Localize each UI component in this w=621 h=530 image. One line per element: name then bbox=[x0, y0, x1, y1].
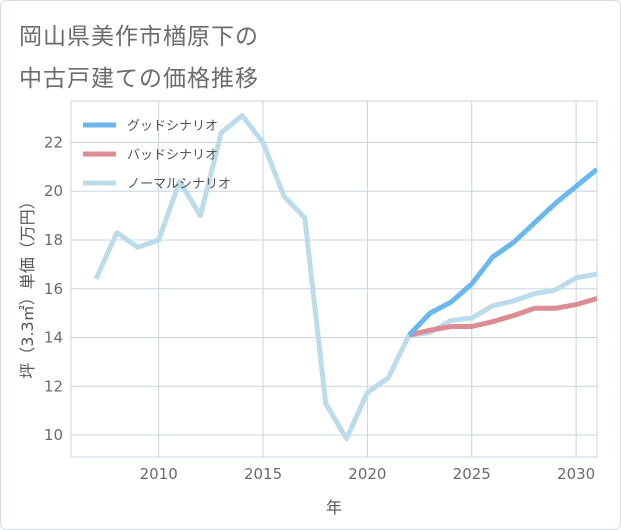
y-tick-label: 22 bbox=[44, 133, 63, 151]
y-tick-label: 20 bbox=[44, 182, 63, 200]
chart-title-line-2: 中古戸建ての価格推移 bbox=[19, 66, 259, 92]
y-tick-label: 18 bbox=[44, 231, 63, 249]
y-axis-label: 坪（3.3㎡）単価（万円） bbox=[18, 193, 37, 378]
x-tick-label: 2025 bbox=[453, 465, 491, 483]
series-line-bad bbox=[408, 296, 597, 338]
x-tick-label: 2010 bbox=[140, 465, 178, 483]
x-axis-ticks: 2010 2015 2020 2025 2030 bbox=[140, 465, 596, 483]
x-axis-label: 年 bbox=[326, 498, 342, 517]
y-tick-label: 10 bbox=[44, 426, 63, 444]
legend-label-normal: ノーマルシナリオ bbox=[127, 177, 231, 192]
x-tick-label: 2020 bbox=[348, 465, 386, 483]
y-axis-ticks: 10 12 14 16 18 20 22 bbox=[44, 133, 63, 444]
chart-title-line-1: 岡山県美作市楢原下の bbox=[19, 24, 259, 50]
series-lines bbox=[93, 113, 597, 442]
series-line-normal bbox=[93, 113, 597, 442]
grid-lines bbox=[71, 101, 597, 457]
series-line-good bbox=[407, 167, 597, 337]
x-tick-label: 2015 bbox=[244, 465, 282, 483]
y-tick-label: 16 bbox=[44, 280, 63, 298]
x-tick-label: 2030 bbox=[557, 465, 595, 483]
legend-label-bad: バッドシナリオ bbox=[127, 148, 218, 163]
plot-area bbox=[70, 100, 598, 458]
y-tick-label: 14 bbox=[44, 329, 63, 347]
y-tick-label: 12 bbox=[44, 377, 63, 395]
legend-label-good: グッドシナリオ bbox=[127, 119, 218, 134]
